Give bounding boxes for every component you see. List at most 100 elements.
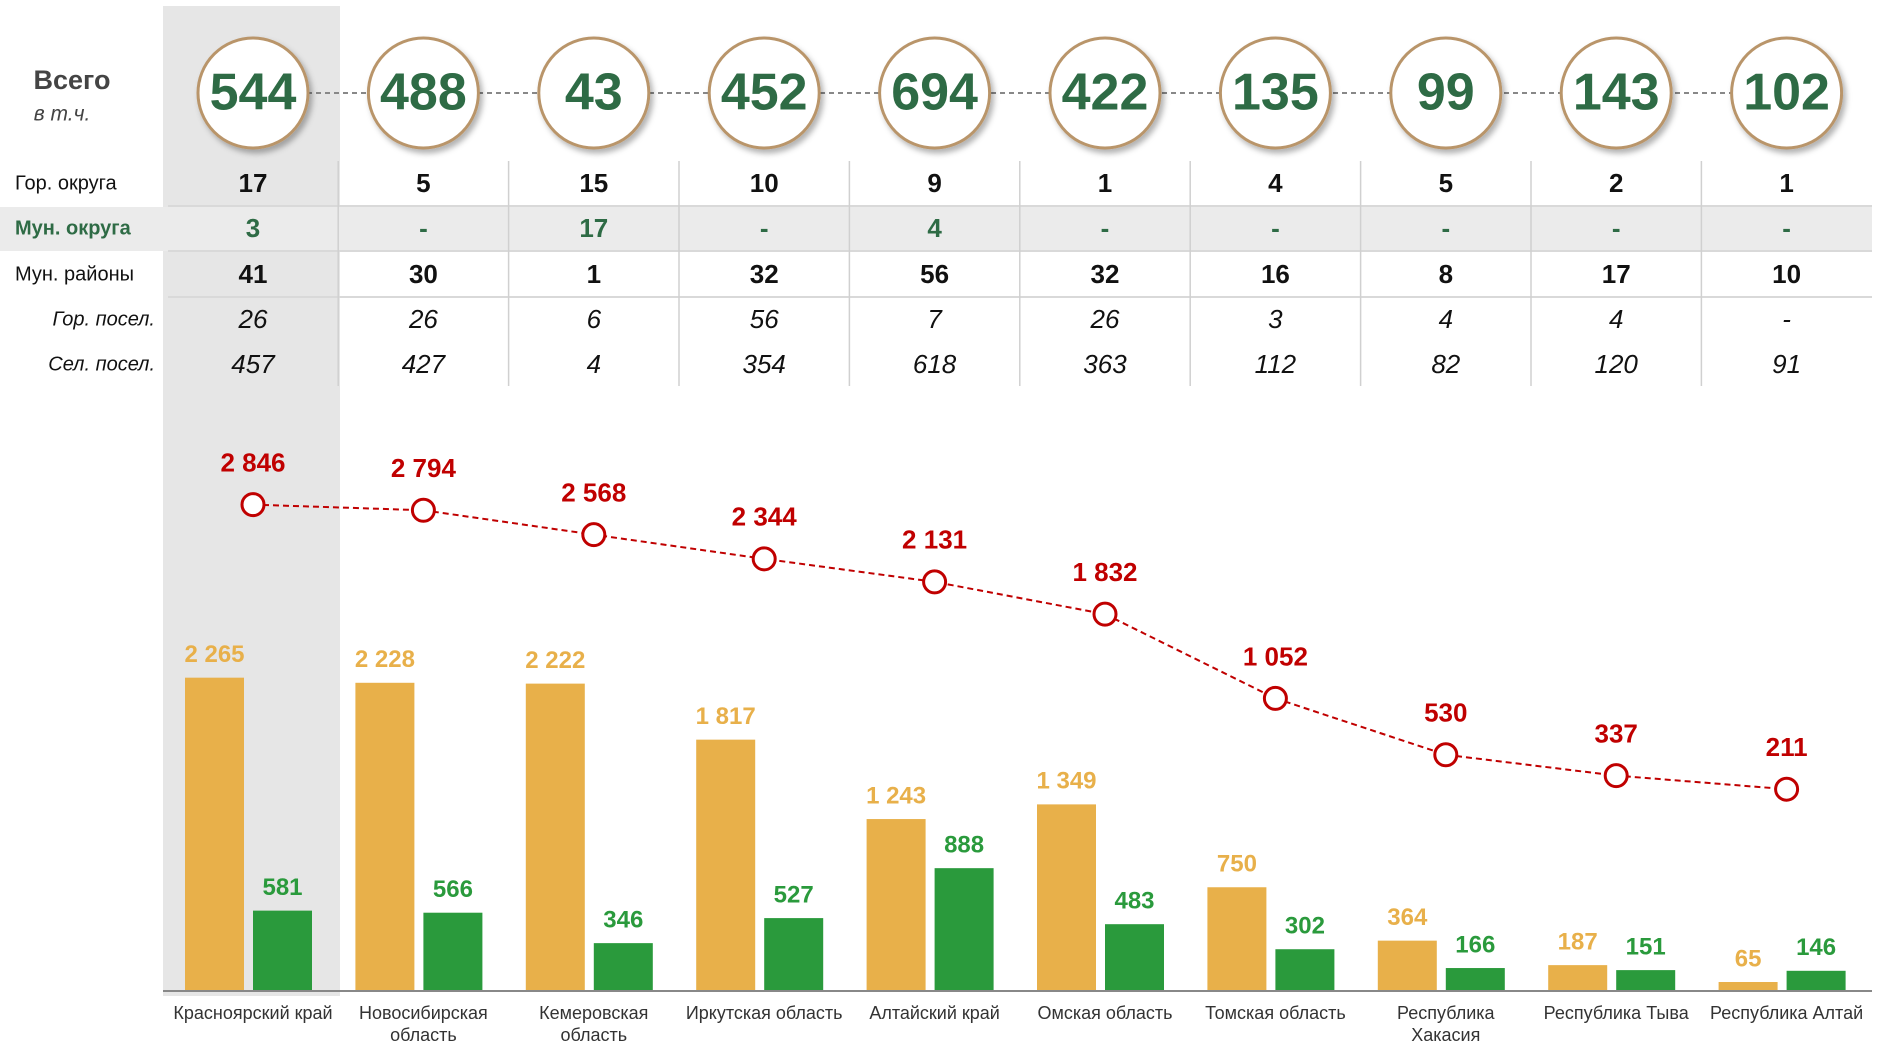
cell: 7 xyxy=(927,304,943,334)
point xyxy=(922,569,948,595)
cell: 363 xyxy=(1083,349,1127,379)
bar xyxy=(1275,949,1335,991)
total-circle xyxy=(707,36,821,150)
bar-label: 1 349 xyxy=(1036,768,1096,795)
row-label: Гор. посел. xyxy=(52,308,155,330)
x-tick-label: Кемеровская область xyxy=(539,1003,649,1042)
cell: 2 xyxy=(1609,168,1623,198)
cell: 427 xyxy=(402,349,447,379)
total-value: 102 xyxy=(1743,64,1830,122)
total-sublabel: в т.ч. xyxy=(34,103,91,126)
total-value: 452 xyxy=(721,64,808,122)
cell: 6 xyxy=(587,304,602,334)
bar-label: 187 xyxy=(1558,928,1598,955)
cell: 41 xyxy=(239,259,268,289)
bar xyxy=(1445,968,1505,991)
cell: 8 xyxy=(1439,259,1453,289)
point-label: 2 131 xyxy=(902,525,967,555)
point-label: 1 832 xyxy=(1072,557,1137,587)
cell: 26 xyxy=(408,304,438,334)
cell: 82 xyxy=(1431,349,1460,379)
cell: - xyxy=(1441,213,1450,243)
total-circle xyxy=(1559,36,1673,150)
x-tick-label: Республика Тыва xyxy=(1543,1003,1689,1023)
bar xyxy=(593,943,653,991)
bar-label: 302 xyxy=(1285,913,1325,940)
total-value: 99 xyxy=(1417,64,1475,122)
cell: - xyxy=(1782,213,1791,243)
bar xyxy=(1616,970,1676,991)
bar-label: 2 265 xyxy=(184,641,244,668)
bar xyxy=(253,910,312,991)
total-value: 422 xyxy=(1062,64,1149,122)
bar-label: 1 243 xyxy=(866,782,926,809)
cell: 56 xyxy=(920,259,949,289)
bar-label: 1 817 xyxy=(696,703,756,730)
cell: 4 xyxy=(1609,304,1623,334)
total-circle xyxy=(878,36,992,150)
cell: 32 xyxy=(1091,259,1120,289)
bar xyxy=(1548,965,1608,991)
cell: 4 xyxy=(1268,168,1283,198)
x-tick-label: Алтайский край xyxy=(869,1003,1000,1023)
point xyxy=(1603,763,1629,789)
cell: 618 xyxy=(913,349,957,379)
bar-label: 346 xyxy=(603,906,643,933)
bar xyxy=(764,918,824,991)
total-circle xyxy=(1730,36,1844,150)
bar-label: 151 xyxy=(1626,933,1666,960)
bar-label: 888 xyxy=(944,832,984,859)
bar-label: 2 222 xyxy=(525,647,585,674)
bar xyxy=(525,683,585,991)
total-circle xyxy=(537,36,651,150)
cell: - xyxy=(419,213,428,243)
point-label: 337 xyxy=(1595,718,1638,748)
bar-label: 364 xyxy=(1387,904,1428,931)
row-band xyxy=(0,207,1872,251)
cell: 457 xyxy=(231,349,276,379)
total-circle xyxy=(1218,36,1332,150)
bar xyxy=(1377,940,1437,991)
cell: 354 xyxy=(743,349,786,379)
bar-label: 750 xyxy=(1217,851,1257,878)
line xyxy=(252,503,1787,791)
bar xyxy=(1718,982,1778,991)
total-value: 143 xyxy=(1573,64,1660,122)
total-value: 544 xyxy=(210,64,297,122)
point-label: 2 794 xyxy=(391,453,457,483)
bar xyxy=(355,682,415,991)
bar-label: 166 xyxy=(1455,931,1495,958)
row-label: Гор. округа xyxy=(15,172,117,194)
bar xyxy=(934,868,994,991)
cell: - xyxy=(1101,213,1110,243)
x-tick-label: Красноярский край xyxy=(173,1003,333,1023)
cell: 15 xyxy=(579,168,608,198)
total-value: 694 xyxy=(891,64,978,122)
cell: 56 xyxy=(750,304,779,334)
bar xyxy=(866,819,926,991)
total-circle xyxy=(1389,36,1503,150)
point-label: 1 052 xyxy=(1243,641,1308,671)
point-label: 530 xyxy=(1424,698,1467,728)
point-label: 211 xyxy=(1766,732,1808,762)
point xyxy=(1262,685,1288,711)
cell: 112 xyxy=(1255,349,1297,379)
total-value: 488 xyxy=(380,64,467,122)
cell: 3 xyxy=(246,213,260,243)
cell: 4 xyxy=(587,349,601,379)
row-label: Сел. посел. xyxy=(48,353,155,375)
bar-label: 65 xyxy=(1735,945,1762,972)
cell: 5 xyxy=(416,168,430,198)
total-value: 43 xyxy=(565,64,623,122)
cell: 4 xyxy=(1439,304,1453,334)
point-label: 2 568 xyxy=(561,478,626,508)
cell: 30 xyxy=(409,259,438,289)
point xyxy=(1092,601,1118,627)
cell: 1 xyxy=(1098,168,1112,198)
bar-label: 566 xyxy=(433,876,473,903)
point xyxy=(410,497,436,523)
cell: 3 xyxy=(1268,304,1283,334)
cell: 1 xyxy=(1779,168,1793,198)
point-label: 2 344 xyxy=(732,502,798,532)
